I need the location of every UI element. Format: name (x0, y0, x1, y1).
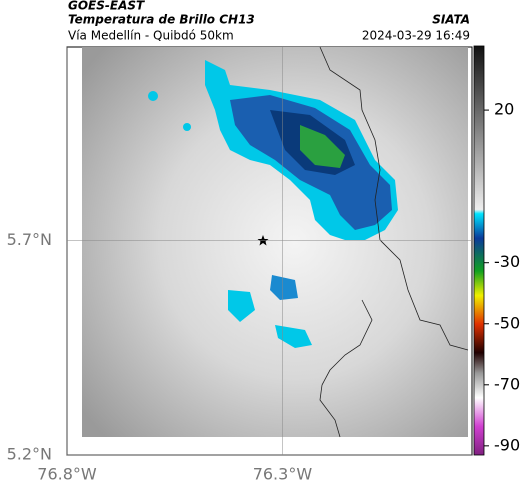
subtitle: Temperatura de Brillo CH13 (68, 13, 255, 27)
x-tick-label: 76.8°W (37, 465, 97, 484)
colorbar-label: 20 (494, 100, 514, 119)
x-tick-label: 76.3°W (253, 465, 313, 484)
cloud-tops (148, 60, 398, 348)
colorbar (473, 45, 485, 456)
colorbar-label: -90 (494, 435, 520, 454)
region: Vía Medellín - Quibdó 50km (68, 29, 234, 43)
title: GOES-EAST (68, 0, 145, 13)
source: SIATA (432, 13, 470, 27)
timestamp: 2024-03-29 16:49 (362, 29, 470, 43)
colorbar-label: -70 (494, 374, 520, 393)
y-tick-label: 5.7°N (7, 230, 52, 249)
colorbar-label: -30 (494, 252, 520, 271)
border (319, 46, 469, 438)
colorbar-label: -50 (494, 313, 520, 332)
y-tick-label: 5.2°N (7, 445, 52, 464)
